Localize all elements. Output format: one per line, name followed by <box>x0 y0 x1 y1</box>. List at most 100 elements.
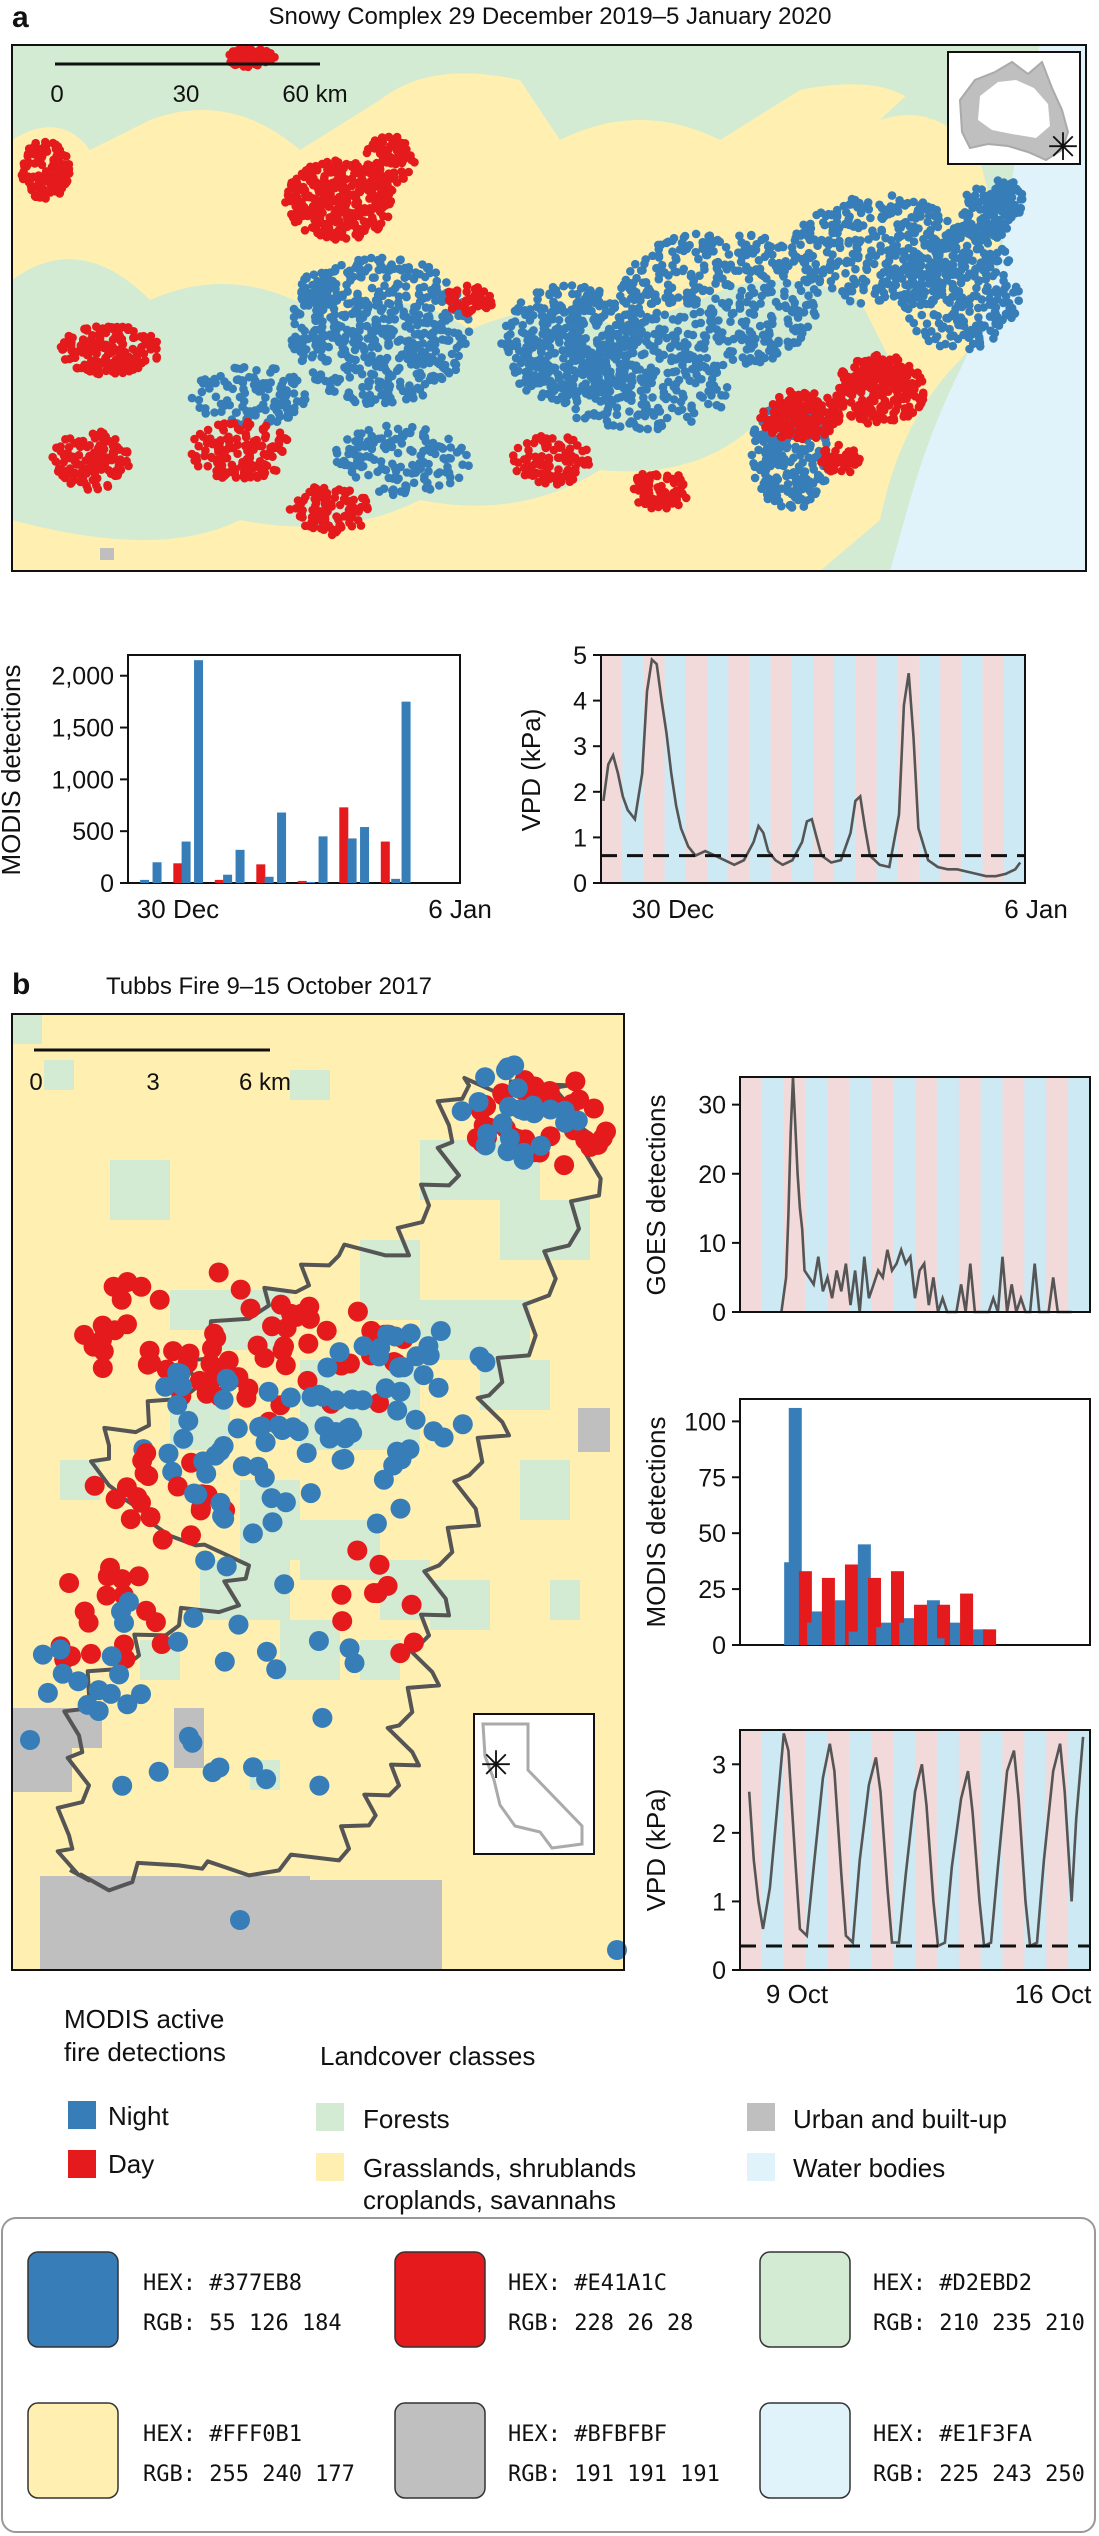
night-detection <box>745 291 754 301</box>
ytick-label: 2 <box>573 779 587 807</box>
night-detection <box>358 342 368 351</box>
night-detection <box>657 421 667 431</box>
night-detection <box>917 310 927 320</box>
day-detection <box>287 192 296 201</box>
day-stripe <box>685 655 708 883</box>
night-detection <box>646 299 656 309</box>
night-detection <box>464 461 473 471</box>
day-detection <box>260 460 269 469</box>
day-detection <box>828 456 838 466</box>
night-detection <box>786 487 795 496</box>
night-detection <box>413 320 422 330</box>
day-detection <box>52 163 61 173</box>
night-detection <box>538 369 547 378</box>
night-detection <box>964 249 974 258</box>
day-detection <box>542 463 551 473</box>
night-detection <box>941 339 950 349</box>
night-detection <box>927 203 937 213</box>
day-detection <box>328 233 338 242</box>
night-detection <box>797 494 806 504</box>
forest-patch <box>170 1290 230 1330</box>
night-detection <box>251 411 260 420</box>
night-detection <box>308 368 318 377</box>
night-detection <box>981 275 991 284</box>
night-detection <box>451 1101 472 1122</box>
night-detection <box>408 447 417 456</box>
day-detection <box>56 447 66 456</box>
day-detection <box>243 440 252 450</box>
night-detection <box>793 477 803 487</box>
night-detection <box>619 296 628 306</box>
night-detection <box>777 501 786 511</box>
night-detection <box>655 407 665 416</box>
day-detection <box>312 195 321 204</box>
night-detection <box>436 442 446 452</box>
day-detection <box>910 385 919 394</box>
day-detection <box>84 342 93 351</box>
night-detection <box>772 473 781 482</box>
day-detection <box>784 400 793 410</box>
bar-night-small <box>140 879 150 883</box>
night-detection <box>416 331 426 341</box>
night-detection <box>1002 224 1012 233</box>
night-detection <box>266 378 276 387</box>
night-detection <box>911 287 921 296</box>
day-detection <box>520 463 529 473</box>
day-detection <box>117 352 126 362</box>
night-detection <box>558 330 568 340</box>
day-detection <box>61 435 70 444</box>
night-detection <box>351 436 360 446</box>
night-detection <box>272 398 282 408</box>
day-detection <box>347 1301 368 1322</box>
day-detection <box>803 431 812 440</box>
night-detection <box>726 317 735 327</box>
night-detection <box>170 1363 191 1384</box>
chart-a-vpd-ylabel: VPD (kPa) <box>516 709 546 832</box>
night-detection <box>539 324 549 333</box>
day-detection <box>51 457 61 466</box>
night-detection <box>654 245 664 254</box>
night-detection <box>447 349 457 359</box>
night-detection <box>594 411 604 421</box>
night-detection <box>664 377 673 387</box>
day-detection <box>903 412 913 421</box>
day-detection <box>393 137 403 147</box>
night-detection <box>394 292 404 301</box>
day-detection <box>823 464 833 473</box>
day-detection <box>818 407 828 417</box>
map-a-fire-detections <box>17 44 1027 540</box>
day-detection <box>524 445 533 455</box>
day-detection <box>335 196 344 205</box>
night-detection <box>809 285 819 294</box>
day-detection <box>59 338 69 347</box>
night-detection <box>388 474 398 483</box>
night-detection <box>962 273 972 282</box>
bar-day <box>173 863 183 883</box>
day-detection <box>584 460 593 469</box>
night-detection <box>847 194 857 204</box>
night-detection <box>954 287 964 296</box>
day-detection <box>316 1320 337 1341</box>
day-detection <box>810 431 819 441</box>
night-detection <box>434 481 444 490</box>
day-detection <box>831 446 840 456</box>
day-detection <box>321 221 331 231</box>
day-detection <box>85 441 94 450</box>
night-detection <box>1017 189 1027 199</box>
night-detection <box>904 281 913 291</box>
night-detection <box>634 410 643 419</box>
night-detection <box>430 1321 451 1341</box>
day-detection <box>841 462 850 472</box>
night-detection <box>324 283 333 292</box>
night-detection <box>452 1414 473 1435</box>
night-detection <box>800 467 810 476</box>
night-detection <box>796 286 806 296</box>
night-detection <box>216 1368 237 1389</box>
day-detection <box>67 337 76 347</box>
night-detection <box>747 283 756 293</box>
day-detection <box>291 1303 312 1324</box>
forest-patch <box>550 1580 580 1620</box>
day-detection <box>299 182 308 192</box>
inset-a-marker: ✳ <box>1047 127 1079 169</box>
